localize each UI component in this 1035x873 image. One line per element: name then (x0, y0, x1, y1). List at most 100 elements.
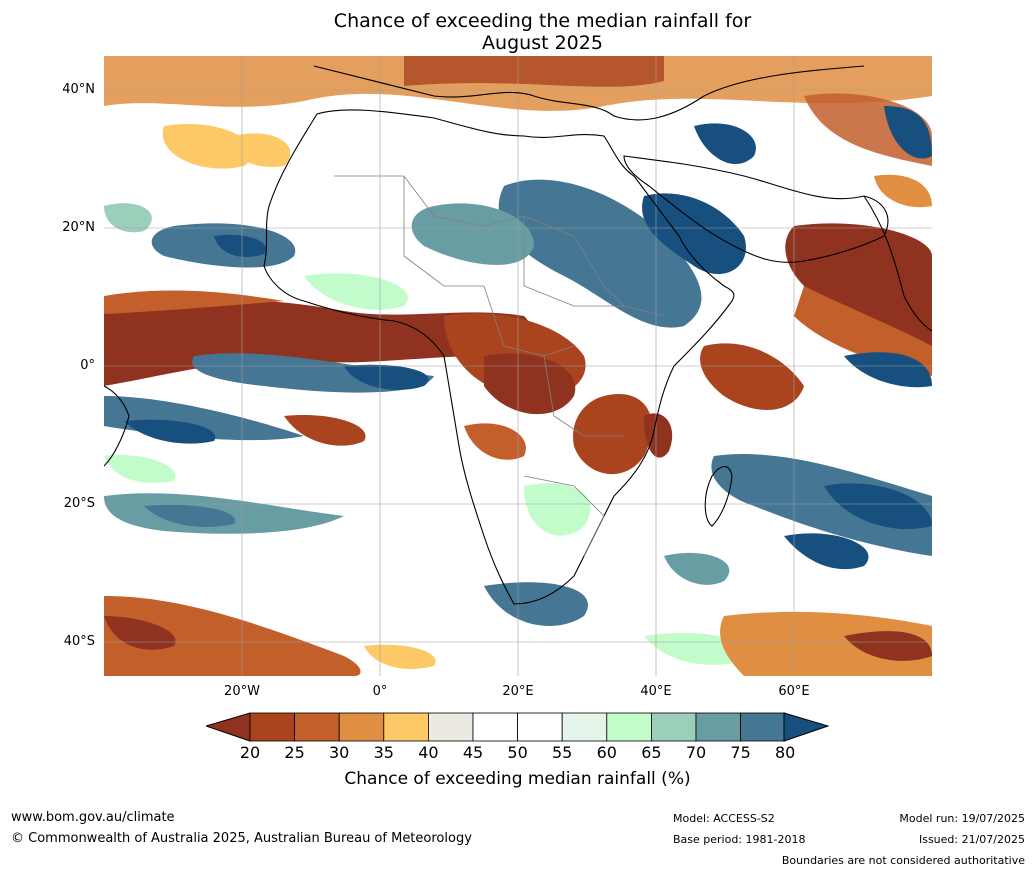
border (483, 285, 575, 357)
colorbar-cell (472, 712, 518, 742)
field-patch (162, 124, 253, 169)
field-patch (524, 483, 591, 536)
colorbar-tick-label: 30 (329, 743, 350, 762)
border (543, 355, 624, 437)
country-borders (334, 175, 665, 557)
field-patch (484, 353, 576, 415)
footer-copyright: © Commonwealth of Australia 2025, Austra… (11, 831, 472, 846)
field-patch (785, 223, 932, 346)
colorbar-cell (294, 712, 340, 742)
colorbar-cell (695, 712, 741, 742)
colorbar-tick-label: 20 (239, 743, 261, 762)
colorbar-cell (606, 712, 652, 742)
title-line-2: August 2025 (482, 32, 603, 54)
colorbar-cell (383, 712, 429, 742)
field-patch (694, 123, 756, 165)
europe-coastline (313, 65, 865, 121)
field-patch (304, 273, 408, 310)
footer-model-run: Model run: 19/07/2025 (899, 812, 1025, 825)
africa-coastline (263, 109, 735, 605)
map-title: Chance of exceeding the median rainfall … (0, 10, 1035, 54)
colorbar-tick-label: 70 (685, 743, 707, 762)
field-patch (700, 343, 804, 410)
colorbar-tick-label: 45 (462, 743, 484, 762)
lon-label-60e: 60°E (778, 684, 810, 699)
colorbar-cell (740, 712, 786, 742)
colorbar-tick-label: 25 (284, 743, 305, 762)
map-svg (104, 56, 932, 676)
field-patch (644, 413, 673, 458)
field-patch (144, 504, 236, 527)
field-patch (844, 352, 932, 388)
field-patch (364, 644, 436, 670)
field-patch (874, 174, 932, 208)
colorbar-cell (249, 712, 295, 742)
lat-label-0: 0° (80, 358, 95, 373)
lon-label-20e: 20°E (502, 684, 534, 699)
field-patch (104, 596, 361, 676)
field-patch (784, 533, 869, 570)
field-patch (573, 394, 652, 475)
lon-label-0: 0° (372, 684, 388, 699)
field-patch (664, 552, 730, 585)
field-patch (404, 56, 664, 87)
colorbar-cell (338, 712, 385, 742)
footer-disclaimer: Boundaries are not considered authoritat… (781, 854, 1025, 867)
colorbar-tick-label: 65 (641, 743, 662, 762)
field-patch (411, 203, 534, 265)
border (523, 216, 624, 307)
field-patch (284, 415, 366, 446)
field-patch (884, 106, 932, 159)
lon-label-20w: 20°W (224, 684, 260, 699)
field-patch (104, 455, 176, 483)
footer-issued: Issued: 21/07/2025 (918, 833, 1025, 846)
coastlines (104, 65, 932, 605)
colorbar-tick-label: 80 (775, 743, 796, 762)
lat-label-20s: 20°S (63, 496, 95, 511)
border (403, 176, 484, 287)
madagascar-coastline (704, 466, 733, 527)
border (334, 175, 575, 237)
colorbar (206, 712, 830, 742)
field-patch (711, 454, 932, 556)
lon-label-40e: 40°E (640, 684, 672, 699)
field-patch (498, 179, 702, 328)
colorbar-tick-label: 35 (373, 743, 394, 762)
field-patch (794, 286, 932, 376)
colorbar-cell (517, 712, 563, 742)
colorbar-cell (427, 712, 474, 742)
field-patch (464, 423, 526, 460)
field-patch (104, 616, 176, 650)
colorbar-tick-label: 75 (730, 743, 751, 762)
field-patch (642, 193, 746, 275)
colorbar-label: Chance of exceeding median rainfall (%) (344, 769, 691, 789)
lat-label-40s: 40°S (63, 634, 95, 649)
arabia-coastline (623, 155, 889, 263)
colorbar-cell (561, 712, 608, 742)
field-patch (124, 419, 216, 444)
colorbar-tick-label: 55 (552, 743, 573, 762)
footer-base-period: Base period: 1981-2018 (673, 833, 806, 846)
forecast-field (104, 56, 932, 676)
colorbar-tick-label: 50 (507, 743, 528, 762)
south-america-coastline (104, 385, 130, 467)
graticule (104, 56, 932, 676)
field-patch (104, 203, 152, 233)
field-patch (232, 133, 291, 167)
footer-url: www.bom.gov.au/climate (11, 810, 175, 825)
colorbar-extend-low (206, 712, 251, 742)
colorbar-tick-label: 60 (596, 743, 617, 762)
colorbar-extend-high (783, 712, 830, 742)
colorbar-tick-label: 40 (418, 743, 439, 762)
lat-label-40n: 40°N (62, 82, 95, 97)
field-patch (720, 611, 932, 676)
field-patch (484, 582, 588, 626)
title-line-1: Chance of exceeding the median rainfall … (333, 10, 752, 32)
india-coastline (863, 195, 932, 332)
field-patch (214, 234, 266, 257)
field-patch (824, 483, 932, 530)
border (523, 475, 605, 557)
field-patch (104, 290, 284, 314)
colorbar-cell (650, 712, 697, 742)
border (573, 235, 665, 317)
